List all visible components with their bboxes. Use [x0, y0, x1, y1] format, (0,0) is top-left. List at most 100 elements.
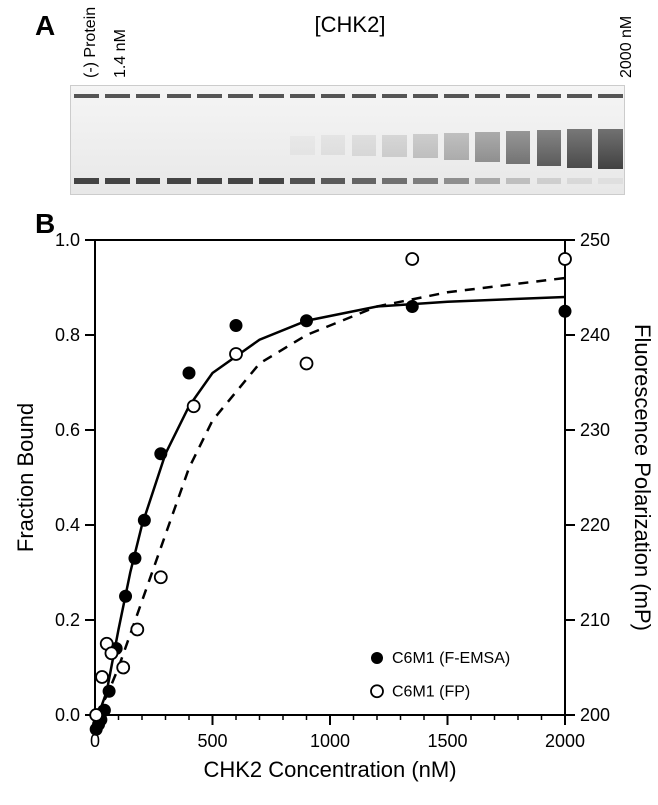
gel-well-band — [74, 94, 99, 98]
gel-well-band — [352, 94, 377, 98]
x-axis-label: CHK2 Concentration (nM) — [203, 757, 456, 782]
gel-well-band — [136, 94, 161, 98]
gel-shift-band — [321, 135, 346, 155]
plot-frame — [95, 240, 565, 715]
gel-well-band — [567, 94, 592, 98]
gel-shift-band — [537, 130, 562, 167]
x-tick-label: 2000 — [545, 731, 585, 751]
point-fp — [90, 709, 102, 721]
point-fp — [105, 647, 117, 659]
point-fp — [155, 571, 167, 583]
gel-shift-band — [444, 133, 469, 159]
gel-well-band — [444, 94, 469, 98]
gel-free-band — [537, 178, 562, 184]
y-right-tick-label: 240 — [580, 325, 610, 345]
gel-shift-band — [506, 131, 531, 165]
y-right-tick-label: 220 — [580, 515, 610, 535]
panel-a-title: [CHK2] — [250, 12, 450, 38]
x-tick-label: 500 — [197, 731, 227, 751]
point-femsa — [129, 552, 141, 564]
gel-well-band — [506, 94, 531, 98]
x-tick-label: 1500 — [427, 731, 467, 751]
gel-well-band — [259, 94, 284, 98]
gel-free-band — [413, 178, 438, 184]
gel-well-band — [105, 94, 130, 98]
gel-image — [70, 85, 625, 195]
gel-free-band — [352, 178, 377, 184]
point-femsa — [103, 685, 115, 697]
gel-well-band — [537, 94, 562, 98]
figure-container: A [CHK2] (-) Protein 1.4 nM 2000 nM B 05… — [0, 0, 658, 805]
gel-label-low-conc: 1.4 nM — [112, 29, 130, 78]
gel-free-band — [105, 178, 130, 184]
point-femsa — [406, 301, 418, 313]
y-right-tick-label: 200 — [580, 705, 610, 725]
gel-free-band — [259, 178, 284, 184]
y-left-tick-label: 0.2 — [55, 610, 80, 630]
point-fp — [230, 348, 242, 360]
gel-free-band — [197, 178, 222, 184]
gel-free-band — [321, 178, 346, 184]
gel-shift-band — [352, 135, 377, 156]
panel-b-chart: 05001000150020000.00.20.40.60.81.0200210… — [0, 205, 658, 805]
legend-label-femsa: C6M1 (F-EMSA) — [392, 650, 510, 667]
gel-label-high-conc: 2000 nM — [618, 16, 636, 78]
gel-free-band — [290, 178, 315, 184]
gel-well-band — [321, 94, 346, 98]
point-fp — [406, 253, 418, 265]
gel-free-band — [598, 178, 623, 184]
point-femsa — [230, 320, 242, 332]
gel-label-noprotein: (-) Protein — [82, 7, 100, 78]
gel-shift-band — [382, 135, 407, 157]
gel-well-band — [290, 94, 315, 98]
gel-shift-band — [567, 129, 592, 168]
y-left-axis-label: Fraction Bound — [13, 403, 38, 552]
point-fp — [188, 400, 200, 412]
gel-shift-band — [290, 136, 315, 155]
point-femsa — [559, 305, 571, 317]
y-right-tick-label: 210 — [580, 610, 610, 630]
point-femsa — [301, 315, 313, 327]
y-left-tick-label: 0.6 — [55, 420, 80, 440]
gel-well-band — [598, 94, 623, 98]
point-fp — [96, 671, 108, 683]
legend-label-fp: C6M1 (FP) — [392, 683, 470, 700]
gel-well-band — [167, 94, 192, 98]
y-left-tick-label: 1.0 — [55, 230, 80, 250]
point-fp — [117, 662, 129, 674]
gel-free-band — [382, 178, 407, 184]
gel-well-band — [475, 94, 500, 98]
point-fp — [559, 253, 571, 265]
gel-free-band — [228, 178, 253, 184]
point-fp — [131, 624, 143, 636]
point-femsa — [138, 514, 150, 526]
y-right-tick-label: 250 — [580, 230, 610, 250]
gel-well-band — [382, 94, 407, 98]
y-left-tick-label: 0.4 — [55, 515, 80, 535]
point-femsa — [183, 367, 195, 379]
panel-a-label: A — [35, 10, 55, 42]
legend-marker-fp — [371, 685, 383, 697]
y-left-tick-label: 0.8 — [55, 325, 80, 345]
legend-marker-femsa — [371, 652, 383, 664]
gel-free-band — [444, 178, 469, 184]
point-fp — [301, 358, 313, 370]
gel-free-band — [475, 178, 500, 184]
gel-free-band — [136, 178, 161, 184]
gel-free-band — [74, 178, 99, 184]
gel-shift-band — [413, 134, 438, 158]
gel-free-band — [167, 178, 192, 184]
point-femsa — [120, 590, 132, 602]
y-right-axis-label: Fluorescence Polarization (mP) — [630, 324, 655, 631]
y-left-tick-label: 0.0 — [55, 705, 80, 725]
gel-free-band — [567, 178, 592, 184]
gel-well-band — [197, 94, 222, 98]
gel-shift-band — [598, 129, 623, 169]
point-femsa — [155, 448, 167, 460]
gel-free-band — [506, 178, 531, 184]
x-tick-label: 1000 — [310, 731, 350, 751]
gel-well-band — [228, 94, 253, 98]
gel-shift-band — [475, 132, 500, 162]
y-right-tick-label: 230 — [580, 420, 610, 440]
gel-well-band — [413, 94, 438, 98]
